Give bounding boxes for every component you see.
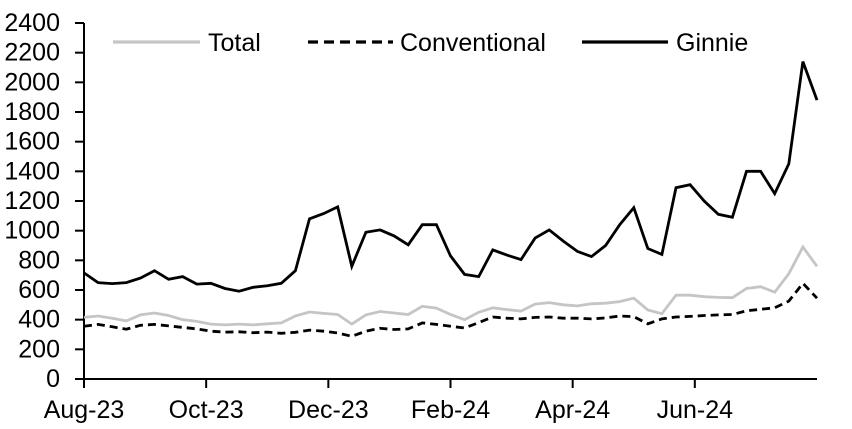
series-line-total bbox=[83, 244, 819, 327]
series-line-ginnie bbox=[83, 61, 819, 293]
y-tick-label: 2200 bbox=[4, 39, 60, 67]
y-tick-label: 400 bbox=[18, 306, 60, 334]
y-tick-label: 1400 bbox=[4, 157, 60, 185]
x-tick-label: Apr-24 bbox=[535, 396, 610, 424]
series-line-conventional bbox=[83, 281, 819, 338]
y-tick-label: 1000 bbox=[4, 217, 60, 245]
x-tick-label: Feb-24 bbox=[411, 396, 490, 424]
y-tick-label: 600 bbox=[18, 276, 60, 304]
y-tick-label: 200 bbox=[18, 335, 60, 363]
legend-label-total: Total bbox=[208, 29, 261, 57]
y-tick-label: 1600 bbox=[4, 128, 60, 156]
y-tick-label: 2400 bbox=[4, 9, 60, 37]
x-tick-label: Aug-23 bbox=[44, 396, 125, 424]
y-tick-label: 800 bbox=[18, 246, 60, 274]
y-tick-label: 1800 bbox=[4, 98, 60, 126]
y-tick-label: 0 bbox=[46, 365, 60, 393]
x-tick-label: Oct-23 bbox=[169, 396, 244, 424]
x-tick-label: Dec-23 bbox=[288, 396, 369, 424]
legend-label-conventional: Conventional bbox=[400, 29, 546, 57]
legend-label-ginnie: Ginnie bbox=[676, 29, 748, 57]
y-tick-label: 1200 bbox=[4, 187, 60, 215]
x-tick-label: Jun-24 bbox=[657, 396, 734, 424]
y-tick-label: 2000 bbox=[4, 68, 60, 96]
